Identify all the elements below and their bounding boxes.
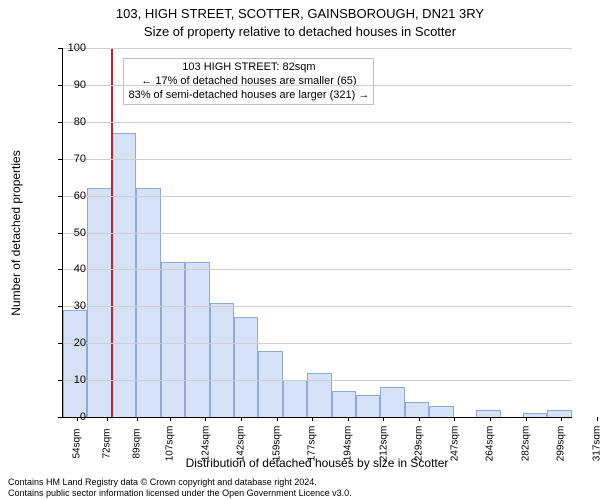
x-tick-mark [312, 417, 313, 421]
x-tick-mark [137, 417, 138, 421]
bar [112, 133, 136, 417]
chart-plot-area: 103 HIGH STREET: 82sqm ← 17% of detached… [62, 48, 572, 418]
annotation-line-3: 83% of semi-detached houses are larger (… [128, 89, 369, 103]
gridline [63, 48, 572, 49]
y-axis-label: Number of detached properties [9, 150, 23, 315]
gridline [63, 122, 572, 123]
x-tick-mark [348, 417, 349, 421]
y-tick-label: 90 [46, 79, 86, 91]
x-tick-mark [597, 417, 598, 421]
y-tick-label: 20 [46, 337, 86, 349]
x-tick-mark [490, 417, 491, 421]
x-tick-mark [205, 417, 206, 421]
x-axis-label: Distribution of detached houses by size … [62, 456, 572, 470]
gridline [63, 380, 572, 381]
x-tick-label: 317sqm [579, 420, 600, 470]
x-tick-mark [383, 417, 384, 421]
footer-attribution: Contains HM Land Registry data © Crown c… [8, 477, 352, 498]
bar [356, 395, 380, 417]
gridline [63, 85, 572, 86]
bar [136, 188, 160, 417]
bar [405, 402, 429, 417]
bar [161, 262, 185, 417]
gridline [63, 306, 572, 307]
y-tick-label: 70 [46, 153, 86, 165]
x-tick-mark [526, 417, 527, 421]
gridline [63, 159, 572, 160]
x-tick-mark [561, 417, 562, 421]
bar [380, 387, 404, 417]
title-address: 103, HIGH STREET, SCOTTER, GAINSBOROUGH,… [0, 6, 600, 21]
y-tick-label: 80 [46, 116, 86, 128]
gridline [63, 343, 572, 344]
x-tick-mark [170, 417, 171, 421]
bar [332, 391, 356, 417]
annotation-line-1: 103 HIGH STREET: 82sqm [128, 61, 369, 75]
bar [523, 413, 547, 417]
x-tick-mark [107, 417, 108, 421]
y-tick-label: 30 [46, 300, 86, 312]
y-tick-label: 50 [46, 227, 86, 239]
x-tick-mark [454, 417, 455, 421]
bar [429, 406, 453, 417]
bar [547, 410, 571, 417]
bar [234, 317, 258, 417]
footer-line-1: Contains HM Land Registry data © Crown c… [8, 477, 352, 487]
gridline [63, 233, 572, 234]
x-tick-mark [419, 417, 420, 421]
bar [258, 351, 282, 417]
y-tick-label: 60 [46, 190, 86, 202]
x-tick-mark [241, 417, 242, 421]
y-tick-label: 40 [46, 263, 86, 275]
bar [283, 380, 307, 417]
y-tick-label: 0 [46, 411, 86, 423]
title-subtitle: Size of property relative to detached ho… [0, 24, 600, 39]
gridline [63, 269, 572, 270]
bar [87, 188, 111, 417]
bar [210, 303, 234, 417]
y-tick-label: 100 [46, 42, 86, 54]
footer-line-2: Contains public sector information licen… [8, 488, 352, 498]
gridline [63, 196, 572, 197]
annotation-box: 103 HIGH STREET: 82sqm ← 17% of detached… [123, 58, 374, 105]
y-tick-label: 10 [46, 374, 86, 386]
bar [476, 410, 500, 417]
x-tick-mark [277, 417, 278, 421]
bar [63, 310, 87, 417]
bar [185, 262, 209, 417]
annotation-line-2: ← 17% of detached houses are smaller (65… [128, 75, 369, 89]
